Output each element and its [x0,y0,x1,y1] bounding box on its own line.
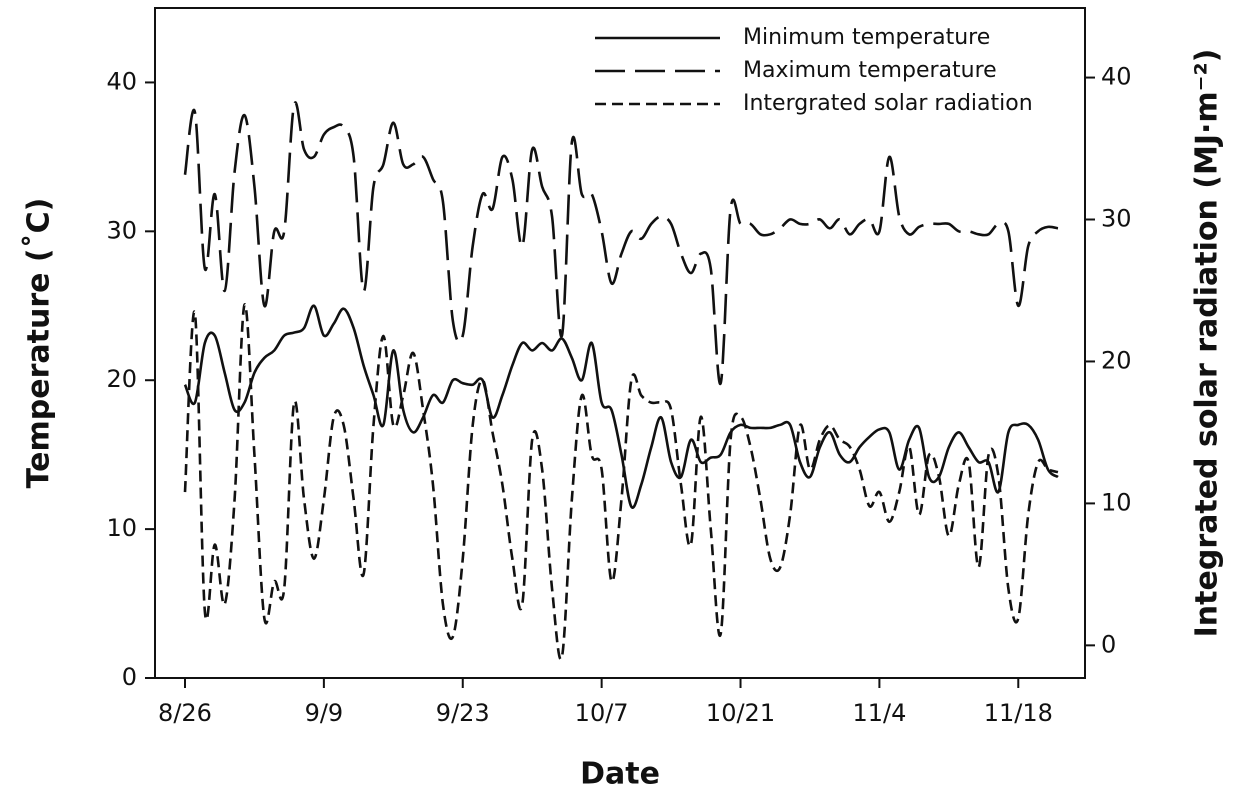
y-tick-label: 10 [106,514,137,542]
y-tick-label: 30 [106,216,137,244]
plot-frame [154,7,1086,679]
series-line [183,101,1059,385]
x-tick-label: 8/26 [158,699,212,727]
y-axis-title: Temperature (˚C) [21,198,57,489]
y-tick-label: 40 [106,67,137,95]
x-tick-label: 9/23 [436,699,490,727]
series-line [183,303,1059,661]
y2-axis-title: Integrated solar radiation (MJ·m⁻²) [1190,49,1225,638]
y2-tick-label: 10 [1101,488,1132,516]
legend-label: Maximum temperature [743,58,997,83]
x-tick-label: 11/4 [852,699,906,727]
x-tick-label: 9/9 [305,699,344,727]
x-axis-title: Date [580,757,660,792]
series-line [183,304,1059,509]
y2-tick-label: 20 [1101,346,1132,374]
y2-tick-label: 40 [1101,63,1132,91]
y-tick-label: 20 [106,365,137,393]
y2-tick-label: 30 [1101,205,1132,233]
x-tick-label: 10/7 [575,699,629,727]
legend-label: Intergrated solar radiation [743,91,1033,116]
x-tick-label: 10/21 [706,699,775,727]
y-tick-label: 0 [122,663,137,691]
y2-tick-label: 0 [1101,630,1116,658]
x-tick-label: 11/18 [984,699,1053,727]
legend-label: Minimum temperature [743,25,990,50]
